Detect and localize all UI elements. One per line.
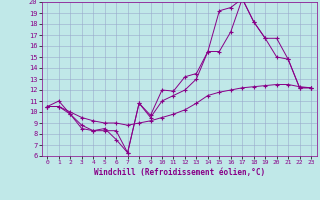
- X-axis label: Windchill (Refroidissement éolien,°C): Windchill (Refroidissement éolien,°C): [94, 168, 265, 177]
